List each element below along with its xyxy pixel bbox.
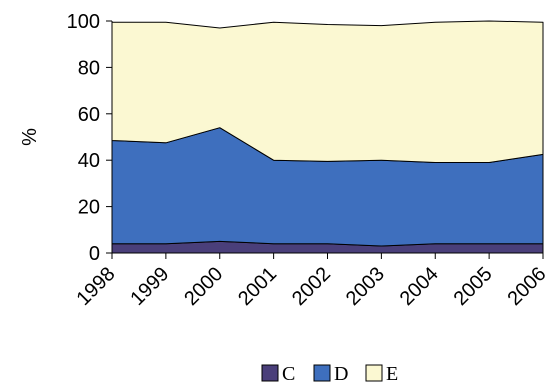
y-tick-label: 20 bbox=[78, 197, 100, 219]
y-ticks-group: 0 20 40 60 80 100 bbox=[67, 11, 112, 265]
legend-swatch-d bbox=[314, 365, 330, 381]
legend: C D E bbox=[262, 363, 398, 385]
legend-label-c: C bbox=[282, 363, 295, 385]
x-tick-label: 2006 bbox=[504, 263, 551, 310]
x-tick-label: 2002 bbox=[288, 263, 335, 310]
y-axis-label: % bbox=[19, 128, 41, 146]
y-tick-label: 60 bbox=[78, 104, 100, 126]
legend-swatch-e bbox=[366, 365, 382, 381]
x-tick-label: 2004 bbox=[396, 263, 443, 310]
x-tick-label: 1998 bbox=[73, 263, 120, 310]
legend-swatch-c bbox=[262, 365, 278, 381]
x-tick-label: 2003 bbox=[342, 263, 389, 310]
x-tick-label: 1999 bbox=[126, 263, 173, 310]
area-series-group bbox=[112, 21, 543, 253]
x-ticks-group: 1998 1999 2000 2001 2002 2003 2004 2005 2006 bbox=[73, 253, 551, 310]
y-tick-label: 40 bbox=[78, 150, 100, 172]
x-tick-label: 2001 bbox=[234, 263, 281, 310]
x-tick-label: 2005 bbox=[450, 263, 497, 310]
legend-label-d: D bbox=[334, 363, 348, 385]
y-tick-label: 80 bbox=[78, 57, 100, 79]
y-tick-label: 0 bbox=[89, 243, 100, 265]
y-tick-label: 100 bbox=[67, 11, 100, 33]
legend-label-e: E bbox=[386, 363, 398, 385]
x-tick-label: 2000 bbox=[180, 263, 227, 310]
